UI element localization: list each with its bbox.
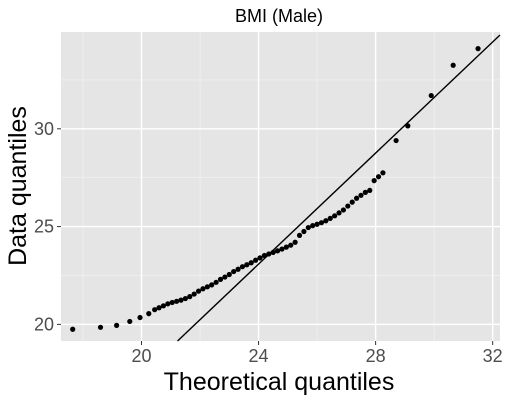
data-point [292,239,298,245]
data-point [114,322,120,328]
data-point [332,213,338,219]
data-point [371,178,377,184]
data-point [380,170,386,176]
data-point [283,244,289,250]
x-tick-label: 24 [249,346,269,366]
data-point [274,248,281,254]
data-point [222,274,228,280]
data-point [279,246,285,252]
data-point [288,242,294,248]
y-axis-title: Data quantiles [4,106,32,266]
x-tick-label: 32 [483,346,503,366]
data-point [375,174,382,180]
data-point [97,324,104,330]
data-point [127,318,133,325]
data-point [314,221,320,227]
data-point [318,220,325,226]
data-point [178,297,184,303]
data-point [152,307,158,313]
data-point [336,210,342,216]
data-point [301,228,307,235]
data-point [204,284,210,290]
data-point [200,286,206,292]
data-point [428,92,434,99]
data-point [358,192,364,198]
data-point [475,46,481,52]
data-point [174,298,180,304]
data-point [349,199,355,205]
data-point [169,299,175,306]
y-axis: 20 25 30 [34,119,61,334]
major-gridlines [61,32,500,341]
data-point [450,62,456,68]
data-point [209,282,215,288]
minor-gridlines [61,32,500,341]
data-point [323,218,329,224]
y-tick-label: 20 [34,314,54,334]
data-point [367,187,373,194]
data-point [310,223,316,229]
data-point [70,326,76,332]
data-point [226,271,232,278]
x-axis-title: Theoretical quantiles [164,368,395,396]
data-point [187,294,193,300]
x-tick-label: 20 [131,346,151,366]
data-point [296,232,303,238]
data-point [146,311,152,317]
data-point [231,268,237,275]
data-point [244,262,250,268]
y-tick-label: 25 [34,217,54,237]
data-point [235,266,241,272]
data-point [362,189,368,195]
data-point [191,291,197,297]
data-point [248,260,254,266]
y-tick-label: 30 [34,119,54,139]
data-point [327,215,333,221]
data-point [239,264,246,270]
data-point [340,207,347,213]
data-point [305,224,311,231]
data-point [213,279,219,285]
data-point [182,295,188,302]
chart-title: BMI (Male) [235,6,323,26]
x-axis: 20 24 28 32 [131,341,503,366]
data-point [137,314,143,321]
data-point [217,276,224,282]
data-point [160,303,167,309]
reference-line [177,34,501,342]
data-points [70,46,481,332]
data-point [257,255,263,261]
data-point [165,301,171,307]
data-point [156,305,162,311]
data-point [393,137,399,144]
data-point [253,257,259,263]
x-tick-label: 28 [366,346,386,366]
data-point [353,195,360,201]
data-point [345,203,351,209]
data-point [195,288,202,294]
plot-panel [61,32,500,341]
